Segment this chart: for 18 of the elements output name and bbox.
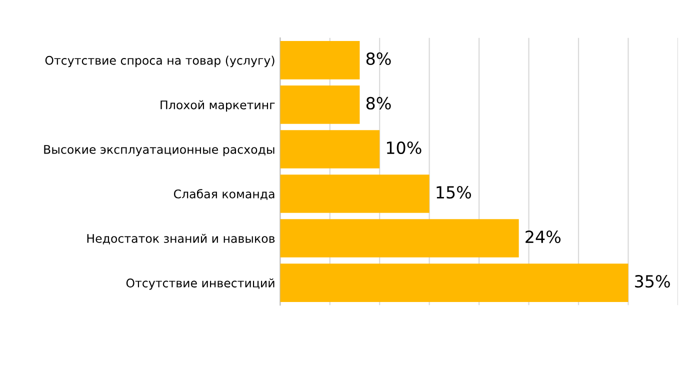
data-label: 10%	[386, 141, 422, 154]
data-label: 8%	[366, 52, 391, 66]
bar	[280, 219, 519, 258]
bar	[280, 130, 380, 168]
y-tick-label: Плохой маркетинг	[160, 100, 275, 112]
bar	[280, 264, 628, 302]
bar	[280, 41, 360, 80]
y-tick-label: Отсутствие инвестиций	[126, 278, 274, 290]
y-tick-label: Высокие эксплуатационные расходы	[44, 145, 274, 156]
data-label: 24%	[526, 230, 561, 244]
data-label: 35%	[635, 275, 670, 288]
y-tick-label: Слабая команда	[174, 189, 274, 200]
y-tick-label: Отсутствие спроса на товар (услугу)	[45, 56, 274, 68]
data-label: 8%	[366, 96, 391, 110]
data-label: 15%	[436, 186, 472, 199]
bar	[280, 174, 430, 213]
y-tick-label: Недостаток знаний и навыков	[87, 234, 275, 244]
bar	[280, 86, 360, 124]
